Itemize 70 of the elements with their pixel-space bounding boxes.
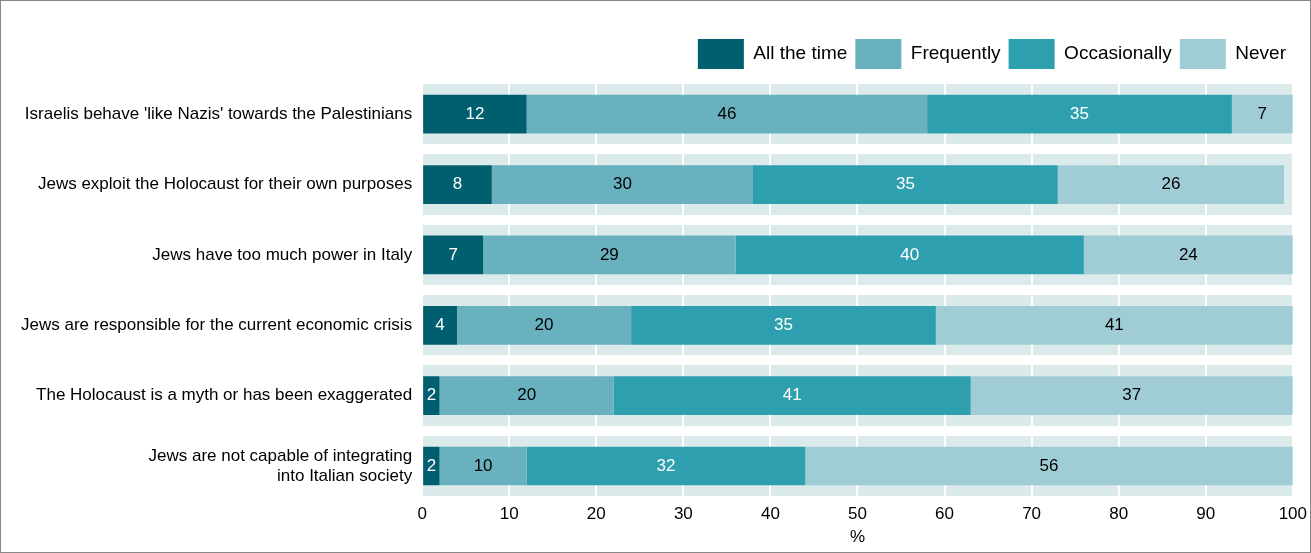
data-label: 2	[426, 455, 437, 475]
data-label: 30	[612, 174, 632, 194]
bar	[526, 446, 806, 486]
bar	[423, 446, 440, 486]
bar	[423, 235, 484, 275]
data-label: 20	[534, 314, 554, 334]
bar	[456, 305, 632, 345]
bar	[483, 235, 736, 275]
y-tick-label: Jews are not capable of integrating into Italian society	[148, 445, 413, 485]
legend-label: All the time	[753, 42, 848, 64]
bar	[491, 165, 754, 204]
bar	[439, 376, 614, 415]
x-tick-label: 20	[586, 504, 606, 524]
data-label: 26	[1161, 174, 1181, 194]
data-label: 7	[448, 244, 458, 264]
x-tick-label: 50	[848, 504, 867, 524]
y-tick-label: Jews have too much power in Italy	[152, 244, 413, 264]
bar	[1057, 165, 1285, 204]
y-tick-label: Jews are responsible for the current economic crisis	[20, 314, 413, 334]
data-label: 41	[782, 385, 802, 405]
x-tick-label: 70	[1022, 504, 1042, 524]
data-label: 37	[1122, 385, 1142, 405]
bar	[970, 376, 1293, 415]
data-label: 56	[1039, 455, 1059, 475]
data-label: 10	[473, 455, 493, 475]
bar	[613, 376, 971, 415]
x-tick-label: 0	[417, 504, 427, 524]
data-label: 35	[1070, 103, 1089, 123]
bar	[927, 94, 1232, 134]
data-label: 29	[599, 244, 619, 264]
legend-label: Never	[1235, 42, 1287, 64]
x-tick-label: 90	[1196, 504, 1216, 524]
x-tick-label: 10	[499, 504, 519, 524]
data-label: 12	[465, 103, 485, 123]
bar	[526, 94, 928, 134]
x-tick-label: 80	[1109, 504, 1129, 524]
data-label: 35	[895, 174, 915, 194]
legend-label: Frequently	[910, 42, 1002, 64]
x-axis-title: %	[849, 527, 866, 547]
x-tick-label: 100	[1278, 504, 1308, 524]
y-tick-label: Israelis behave 'like Nazis' towards the Palestinians	[24, 103, 413, 123]
y-tick-label: The Holocaust is a myth or has been exaggerated	[36, 385, 413, 405]
data-label: 20	[517, 385, 537, 405]
bar	[439, 446, 527, 486]
data-label: 35	[774, 314, 793, 334]
data-label: 24	[1178, 244, 1198, 264]
bar	[631, 305, 936, 345]
data-label: 41	[1104, 314, 1124, 334]
bar	[753, 165, 1058, 204]
data-label: 7	[1257, 103, 1268, 123]
bar	[1231, 94, 1293, 134]
bar	[423, 165, 492, 204]
data-label: 2	[426, 385, 437, 405]
data-label: 40	[900, 244, 920, 264]
bar	[1083, 235, 1293, 275]
bar	[735, 235, 1084, 275]
x-tick-label: 60	[935, 504, 955, 524]
bar	[935, 305, 1293, 345]
data-label: 46	[717, 103, 737, 123]
bar	[805, 446, 1293, 486]
x-tick-label: 40	[760, 504, 780, 524]
data-label: 4	[435, 314, 445, 334]
y-tick-label: Jews exploit the Holocaust for their own purposes	[37, 174, 413, 194]
data-label: 8	[452, 174, 463, 194]
bar	[423, 94, 527, 134]
x-tick-label: 30	[673, 504, 693, 524]
data-label: 32	[656, 455, 676, 475]
bar	[423, 305, 457, 345]
legend-label: Occasionally	[1064, 42, 1173, 64]
bar	[423, 376, 440, 415]
